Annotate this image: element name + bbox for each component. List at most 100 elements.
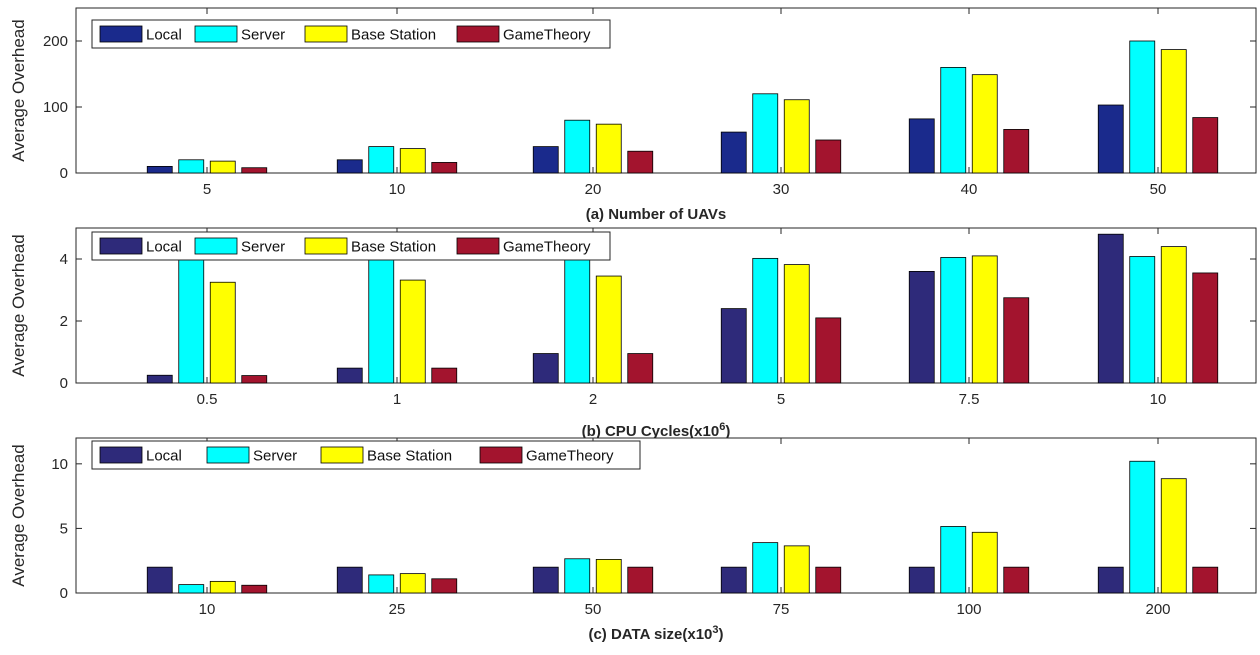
bar-server (1129, 40, 1156, 174)
legend-swatch-server (206, 446, 250, 464)
bar-local (146, 566, 173, 594)
y-tick-label: 0 (60, 375, 68, 392)
legend-swatch-gametheory (456, 25, 500, 43)
x-tick-label: 10 (389, 181, 406, 198)
legend-swatch-base-station (320, 446, 364, 464)
bar-local (336, 159, 363, 174)
legend-swatch-local (99, 237, 143, 255)
y-tick-label: 5 (60, 520, 68, 537)
bar-server (752, 257, 779, 384)
bar-gametheory (1003, 297, 1030, 384)
bar-base-station (971, 74, 998, 174)
bar-server (368, 574, 395, 594)
bar-local (720, 566, 747, 594)
bar-server (1129, 256, 1156, 384)
bar-server (178, 159, 205, 174)
y-tick-label: 10 (51, 456, 68, 473)
legend-label: Server (241, 239, 285, 256)
legend-swatch-local (99, 446, 143, 464)
bar-local (336, 367, 363, 384)
x-tick-label: 5 (203, 181, 211, 198)
bar-local (1097, 566, 1124, 594)
bar-base-station (399, 573, 426, 594)
bar-local (532, 353, 559, 384)
bar-base-station (1160, 246, 1187, 384)
x-tick-label: 50 (585, 601, 602, 618)
x-tick-label: 50 (1150, 181, 1167, 198)
x-tick-label: 10 (1150, 391, 1167, 408)
bar-base-station (399, 279, 426, 384)
bar-gametheory (627, 353, 654, 384)
chart-panel-1: 0 100 200 5 10 20 30 40 50 Average Overhead (a) Nu… (9, 7, 1257, 223)
bar-gametheory (241, 584, 268, 594)
x-tick-label: 25 (389, 601, 406, 618)
bar-base-station (971, 531, 998, 594)
x-tick-label: 1 (393, 391, 401, 408)
bar-local (336, 566, 363, 594)
y-tick-label: 2 (60, 313, 68, 330)
bar-local (1097, 104, 1124, 174)
legend-label: GameTheory (526, 448, 614, 465)
bar-local (720, 308, 747, 384)
bar-gametheory (241, 375, 268, 384)
x-axis-label: (c) DATA size(x103) (588, 624, 723, 643)
bar-server (940, 526, 967, 594)
legend-box (91, 231, 611, 261)
y-tick-label: 0 (60, 585, 68, 602)
legend-swatch-base-station (304, 25, 348, 43)
bar-server (940, 67, 967, 174)
legend: Local Server Base Station GameTheory (91, 440, 641, 470)
bar-server (564, 119, 591, 174)
x-tick-label: 10 (199, 601, 216, 618)
bar-server (752, 542, 779, 594)
bar-base-station (209, 160, 236, 174)
bar-local (908, 270, 935, 384)
legend-box (91, 440, 641, 470)
bar-local (532, 146, 559, 174)
chart-panel-2: 0 2 4 0.5 1 2 5 7.5 10 Average Overhead (b) CPU Cy… (9, 227, 1257, 440)
bar-gametheory (627, 150, 654, 174)
legend-label: Server (253, 448, 297, 465)
bar-base-station (399, 148, 426, 174)
legend-label: Base Station (367, 448, 452, 465)
legend-swatch-base-station (304, 237, 348, 255)
bar-server (368, 258, 395, 384)
y-tick-label: 100 (43, 99, 68, 116)
x-tick-label: 0.5 (197, 391, 218, 408)
legend: Local Server Base Station GameTheory (91, 19, 611, 49)
bar-gametheory (431, 367, 458, 384)
bar-base-station (209, 281, 236, 384)
x-tick-label: 5 (777, 391, 785, 408)
bar-server (1129, 460, 1156, 594)
bar-server (564, 258, 591, 384)
x-axis-label: (a) Number of UAVs (586, 206, 727, 223)
bar-base-station (1160, 49, 1187, 174)
bar-gametheory (1003, 129, 1030, 174)
legend-swatch-server (194, 25, 238, 43)
bar-base-station (783, 99, 810, 174)
legend-swatch-gametheory (479, 446, 523, 464)
bar-base-station (595, 275, 622, 384)
legend-swatch-server (194, 237, 238, 255)
bar-local (908, 566, 935, 594)
legend-label: GameTheory (503, 27, 591, 44)
bar-server (178, 258, 205, 384)
bar-local (1097, 233, 1124, 384)
chart-panel-3: 0 5 10 10 25 50 75 100 200 Average Overhead (c) DA… (9, 437, 1257, 643)
legend-swatch-gametheory (456, 237, 500, 255)
bar-gametheory (1192, 566, 1219, 594)
bar-base-station (783, 264, 810, 384)
bar-gametheory (1192, 272, 1219, 384)
bar-local (532, 566, 559, 594)
x-tick-label: 30 (773, 181, 790, 198)
x-tick-label: 7.5 (959, 391, 980, 408)
bar-server (368, 146, 395, 174)
bar-local (908, 118, 935, 174)
x-tick-label: 100 (956, 601, 981, 618)
x-axis-label: (b) CPU Cycles(x106) (582, 421, 731, 440)
legend-label: Base Station (351, 239, 436, 256)
bar-local (720, 131, 747, 174)
legend: Local Server Base Station GameTheory (91, 231, 611, 261)
x-tick-label: 2 (589, 391, 597, 408)
